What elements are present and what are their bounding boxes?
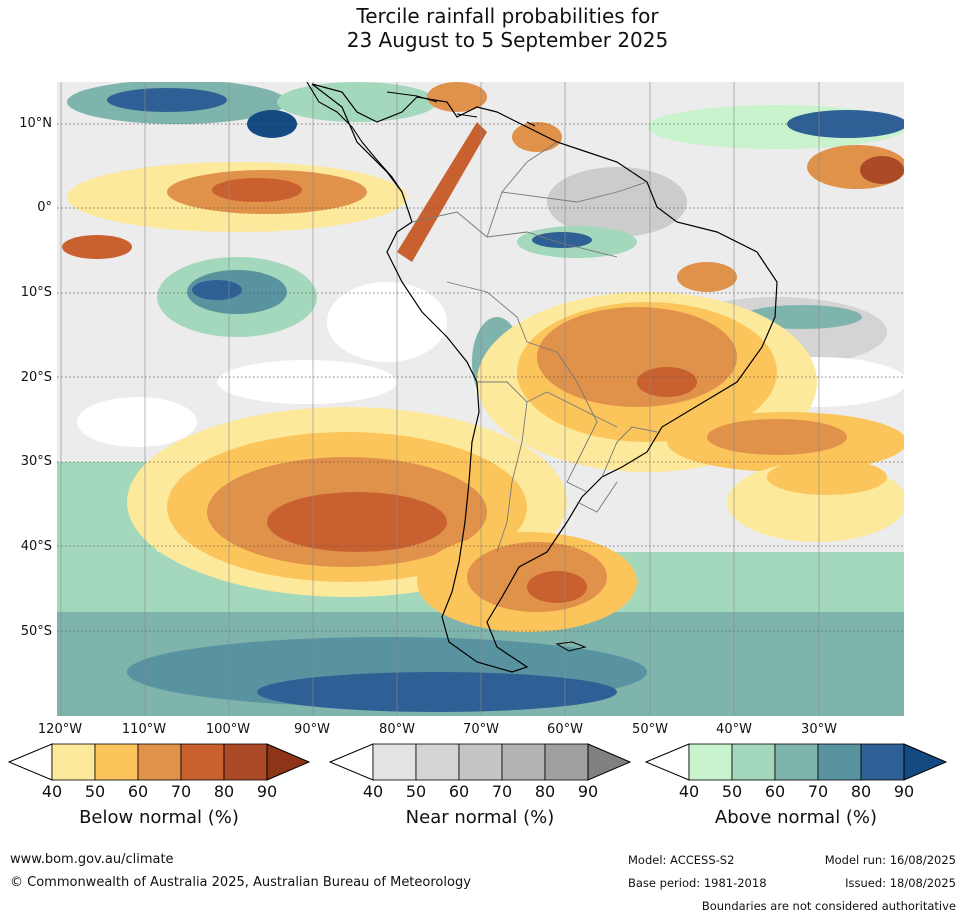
- above-tick-90: 90: [893, 782, 915, 801]
- below-tick-40: 40: [41, 782, 63, 801]
- title-line-1: Tercile rainfall probabilities for: [356, 4, 659, 28]
- below-tick-80: 80: [213, 782, 235, 801]
- below-normal-title: Below normal (%): [79, 807, 239, 828]
- website-text: www.bom.gov.au/climate: [10, 852, 174, 867]
- near-swatch-50: [415, 743, 460, 781]
- title-line-2: 23 August to 5 September 2025: [346, 28, 669, 52]
- copyright-text: © Commonwealth of Australia 2025, Austra…: [10, 875, 471, 890]
- rainfall-probability-map: [57, 82, 904, 716]
- above-colorbar-high-arrow: [903, 743, 947, 781]
- lon-label-90w: 90°W: [294, 722, 330, 737]
- below-tick-60: 60: [127, 782, 149, 801]
- country-borders: [411, 141, 658, 553]
- falkland-islands: [555, 641, 587, 652]
- above-swatch-80: [860, 743, 905, 781]
- below-tick-50: 50: [84, 782, 106, 801]
- lon-label-110w: 110°W: [121, 722, 167, 737]
- central-america-coastline: [306, 82, 403, 193]
- lon-label-60w: 60°W: [547, 722, 583, 737]
- near-swatch-80: [544, 743, 589, 781]
- below-colorbar-low-arrow: [8, 743, 53, 781]
- model-run-text: Model run: 16/08/2025: [824, 853, 956, 867]
- below-colorbar-high-arrow: [266, 743, 310, 781]
- near-tick-60: 60: [448, 782, 470, 801]
- map-meridians: [60, 82, 820, 716]
- above-swatch-70: [817, 743, 862, 781]
- below-swatch-50: [94, 743, 139, 781]
- near-swatch-40: [372, 743, 417, 781]
- base-period-text: Base period: 1981-2018: [628, 876, 767, 890]
- above-tick-60: 60: [764, 782, 786, 801]
- lat-label-0: 0°: [37, 200, 52, 215]
- near-tick-80: 80: [534, 782, 556, 801]
- near-colorbar-high-arrow: [587, 743, 631, 781]
- lat-label-10s: 10°S: [20, 285, 52, 300]
- above-tick-40: 40: [678, 782, 700, 801]
- below-normal-colorbar: [8, 743, 310, 781]
- lon-label-80w: 80°W: [379, 722, 415, 737]
- lat-label-30s: 30°S: [20, 454, 52, 469]
- above-swatch-50: [731, 743, 776, 781]
- near-swatch-60: [458, 743, 503, 781]
- above-normal-colorbar: [645, 743, 947, 781]
- above-tick-50: 50: [721, 782, 743, 801]
- caribbean-islands: [386, 91, 536, 127]
- lon-label-50w: 50°W: [632, 722, 668, 737]
- near-colorbar-low-arrow: [329, 743, 374, 781]
- below-tick-70: 70: [170, 782, 192, 801]
- below-swatch-40: [51, 743, 96, 781]
- map-svg: [57, 82, 904, 716]
- below-swatch-70: [180, 743, 225, 781]
- disclaimer-text: Boundaries are not considered authoritat…: [701, 899, 956, 913]
- near-tick-40: 40: [362, 782, 384, 801]
- near-normal-title: Near normal (%): [405, 807, 555, 828]
- map-gridlines: [57, 123, 904, 632]
- lat-label-10n: 10°N: [19, 116, 52, 131]
- near-tick-90: 90: [577, 782, 599, 801]
- above-swatch-60: [774, 743, 819, 781]
- below-tick-90: 90: [256, 782, 278, 801]
- lat-label-40s: 40°S: [20, 539, 52, 554]
- lon-label-70w: 70°W: [463, 722, 499, 737]
- above-tick-80: 80: [850, 782, 872, 801]
- lon-label-120w: 120°W: [37, 722, 83, 737]
- near-tick-50: 50: [405, 782, 427, 801]
- lat-label-50s: 50°S: [20, 624, 52, 639]
- south-america-coastline: [311, 83, 778, 673]
- lon-label-30w: 30°W: [801, 722, 837, 737]
- above-normal-colorbar-svg: [645, 743, 947, 781]
- below-normal-colorbar-svg: [8, 743, 310, 781]
- above-tick-70: 70: [807, 782, 829, 801]
- model-text: Model: ACCESS-S2: [628, 853, 735, 867]
- near-tick-70: 70: [491, 782, 513, 801]
- lat-label-20s: 20°S: [20, 370, 52, 385]
- below-normal-regions: [62, 82, 904, 632]
- near-normal-colorbar: [329, 743, 631, 781]
- lon-label-40w: 40°W: [716, 722, 752, 737]
- above-colorbar-low-arrow: [645, 743, 690, 781]
- lon-label-100w: 100°W: [205, 722, 251, 737]
- below-swatch-60: [137, 743, 182, 781]
- above-normal-title: Above normal (%): [714, 807, 878, 828]
- map-title: Tercile rainfall probabilities for 23 Au…: [0, 4, 965, 52]
- near-normal-colorbar-svg: [329, 743, 631, 781]
- issued-text: Issued: 18/08/2025: [845, 876, 956, 890]
- above-swatch-40: [688, 743, 733, 781]
- near-swatch-70: [501, 743, 546, 781]
- below-swatch-80: [223, 743, 268, 781]
